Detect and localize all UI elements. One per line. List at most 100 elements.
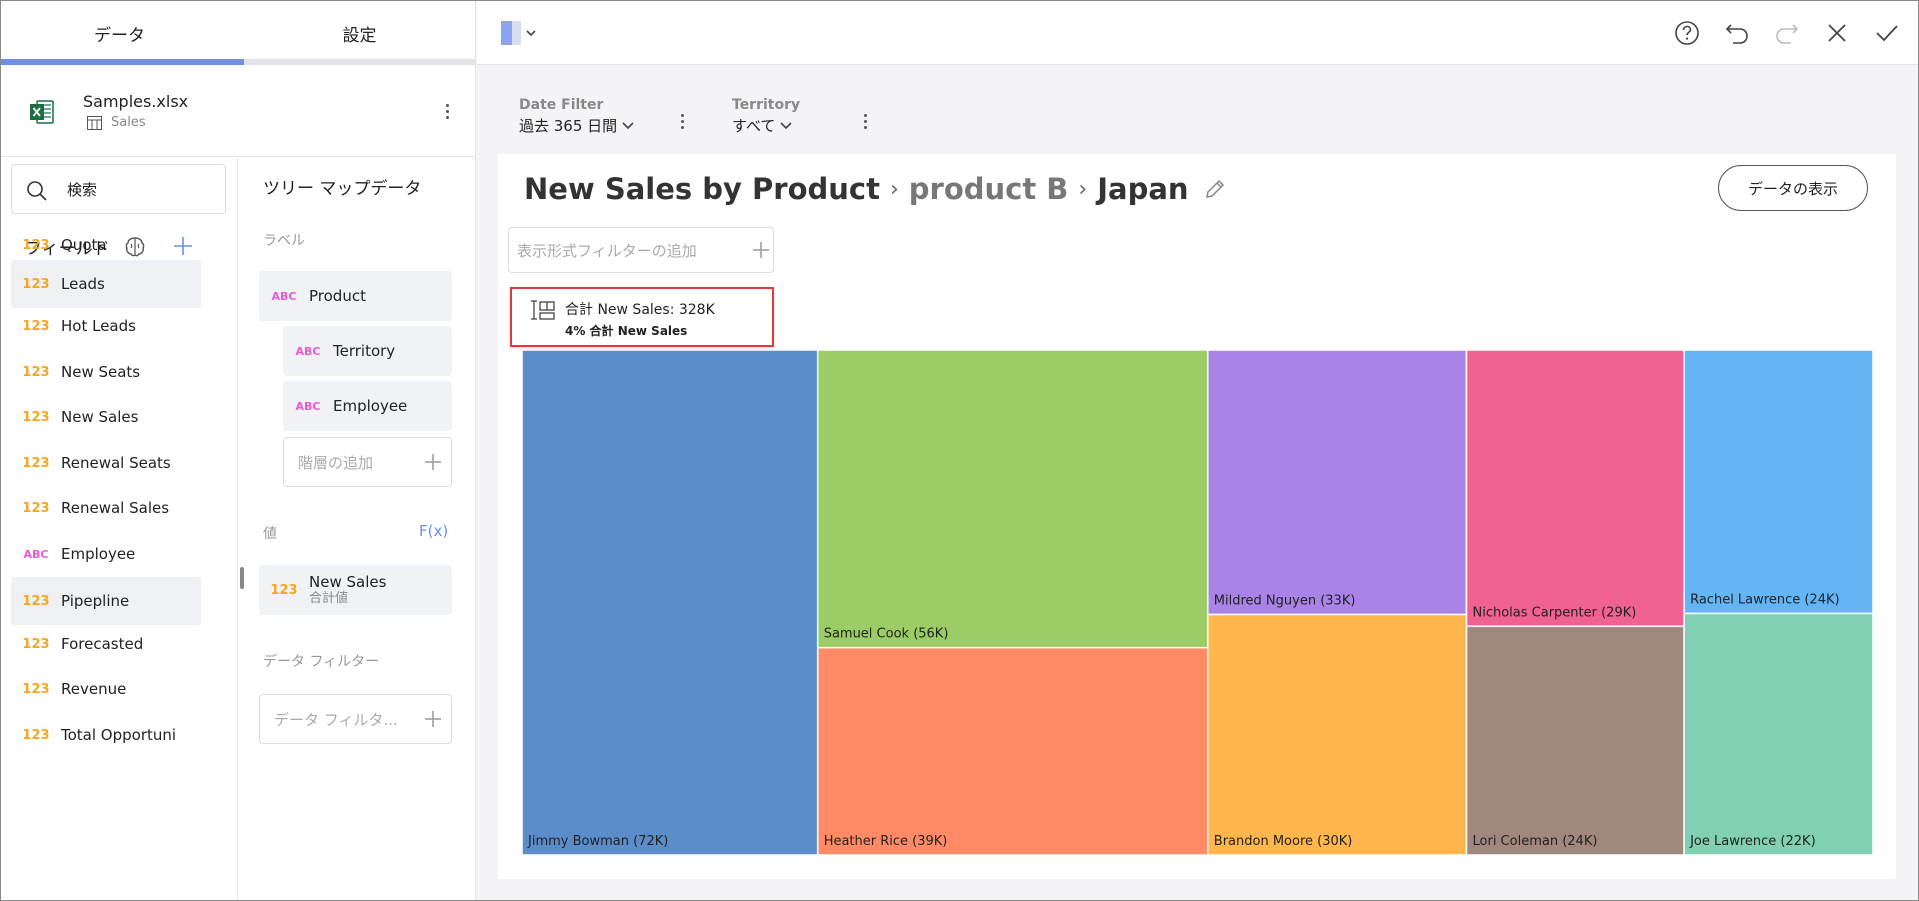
help-icon[interactable] [1673,19,1701,47]
value-name: New Sales [309,573,387,591]
treemap-tile-label: Mildred Nguyen (33K) [1214,594,1356,609]
visualization-card: New Sales by Product › product B › Japan… [498,154,1896,879]
value-pill-new-sales[interactable]: 123 New Sales 合計値 [259,565,452,615]
field-name: Quota [61,236,107,254]
treemap-tile[interactable] [1683,350,1873,615]
active-tab-indicator [1,59,244,65]
brain-icon[interactable] [123,235,147,259]
treemap-chart[interactable]: Jimmy Bowman (72K) Samuel Cook (56K) Heath… [522,350,1873,855]
treemap-tile[interactable] [816,350,1209,649]
search-icon [27,181,47,201]
territory-filter-label: Territory [732,97,801,113]
treemap-tile[interactable] [1683,612,1873,856]
treemap-tile[interactable] [1465,625,1685,855]
field-name: Total Opportuni [61,726,177,744]
treemap-tile[interactable] [522,350,819,855]
field-search[interactable] [11,164,226,214]
breadcrumb-separator-icon: › [889,176,899,202]
undo-icon[interactable] [1723,19,1751,47]
add-hierarchy-plus-icon[interactable] [423,452,443,472]
field-type-badge: 123 [22,409,50,425]
field-type-badge: ABC [23,547,49,561]
field-type-badge: 123 [22,636,50,652]
treemap-tile-label: Lori Coleman (24K) [1473,834,1598,849]
treemap-tile[interactable] [1207,350,1468,616]
confirm-check-icon[interactable] [1873,19,1901,47]
field-item-hot-leads[interactable]: 123 Hot Leads [11,302,201,350]
left-panel: データ 設定 Samples.xlsx Sales [1,1,476,900]
field-item-total-opportunities[interactable]: 123 Total Opportuni [11,711,201,759]
treemap-tile-label: Jimmy Bowman (72K) [527,834,668,849]
field-type-badge: ABC [271,289,297,303]
field-item-quota[interactable]: 123 Quota [11,221,201,269]
chevron-down-icon [780,121,792,129]
field-type-badge: 123 [22,681,50,697]
field-item-employee[interactable]: ABC Employee [11,530,201,578]
card-title[interactable]: New Sales by Product [524,172,880,206]
field-item-revenue[interactable]: 123 Revenue [11,665,201,713]
add-field-icon[interactable] [173,236,193,256]
territory-filter-value: すべて [732,117,776,135]
label-pill-employee[interactable]: ABC Employee [283,381,452,431]
field-item-leads[interactable]: 123 Leads [11,260,201,308]
breadcrumb-separator-icon: › [1078,176,1088,202]
field-item-renewal-sales[interactable]: 123 Renewal Sales [11,484,201,532]
top-toolbar [477,1,1918,65]
search-input[interactable] [67,177,217,203]
add-data-filter-plus-icon[interactable] [423,709,443,729]
add-data-filter-button[interactable]: データ フィルタ... [259,694,452,744]
tab-indicator-track [244,59,476,65]
field-name: Forecasted [61,635,144,653]
field-type-badge: ABC [295,399,321,413]
field-name: Renewal Sales [61,499,170,517]
date-filter-more-icon[interactable] [672,109,692,133]
data-filter-section-label: データ フィルター [263,654,380,670]
territory-filter[interactable]: Territory すべて [732,97,800,136]
value-aggregation: 合計値 [309,591,349,606]
field-name: Leads [61,275,105,293]
config-title: ツリー マップデータ [263,179,422,199]
formula-button[interactable]: F(x) [419,522,449,540]
panel-tabs: データ 設定 [1,1,476,65]
field-type-badge: 123 [22,500,50,516]
excel-icon [30,100,54,124]
field-item-new-seats[interactable]: 123 New Seats [11,348,201,396]
breadcrumb-product[interactable]: product B [908,172,1069,206]
label-pill-product[interactable]: ABC Product [259,271,452,321]
field-type-badge: 123 [22,727,50,743]
pencil-icon[interactable] [1203,177,1227,201]
field-item-renewal-seats[interactable]: 123 Renewal Seats [11,439,201,487]
field-item-pipepline[interactable]: 123 Pipepline [11,577,201,625]
field-type-badge: 123 [22,364,50,380]
datasource-sheet-name: Sales [111,115,146,130]
territory-filter-more-icon[interactable] [855,109,875,133]
treemap-tile[interactable] [1465,350,1685,628]
datasource-more-icon[interactable] [437,99,457,123]
breadcrumb-territory: Japan [1097,172,1189,206]
date-filter[interactable]: Date Filter 過去 365 日間 [519,97,635,136]
tab-settings[interactable]: 設定 [342,25,377,46]
fields-scrollbar[interactable] [240,567,244,589]
field-name: New Seats [61,363,141,381]
tab-data[interactable]: データ [94,25,145,46]
redo-icon[interactable] [1773,19,1801,47]
treemap-icon [531,300,555,320]
add-hierarchy-button[interactable]: 階層の追加 [283,437,452,487]
label-name: Product [309,287,366,305]
close-icon[interactable] [1823,19,1851,47]
visualization-picker-icon[interactable] [501,19,545,47]
fields-column: フィールド 123 Quota 123 Leads 123 Hot Leads 123… [1,158,238,900]
date-filter-label: Date Filter [519,97,604,113]
add-visualization-filter-plus-icon[interactable] [751,240,771,260]
field-item-new-sales[interactable]: 123 New Sales [11,393,201,441]
field-type-badge: 123 [22,318,50,334]
label-pill-territory[interactable]: ABC Territory [283,326,452,376]
field-item-forecasted[interactable]: 123 Forecasted [11,620,201,668]
treemap-tile[interactable] [816,646,1209,855]
treemap-tile-label: Nicholas Carpenter (29K) [1473,605,1637,620]
treemap-tile[interactable] [1207,613,1468,856]
show-data-button[interactable]: データの表示 [1718,165,1868,211]
add-visualization-filter[interactable]: 表示形式フィルターの追加 [508,227,774,273]
date-filter-value: 過去 365 日間 [519,117,618,135]
